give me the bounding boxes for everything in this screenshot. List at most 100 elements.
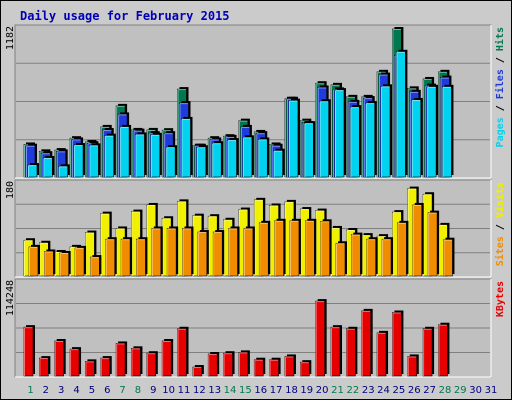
hits-legend-label: Hits: [494, 27, 506, 51]
pages-bar: [303, 122, 314, 178]
day-label: 26: [408, 385, 421, 396]
day-label: 10: [162, 385, 175, 396]
y-max-label: 114248: [5, 280, 16, 316]
sites-bar: [412, 204, 423, 277]
day-label: 12: [193, 385, 206, 396]
day-label: 7: [119, 385, 125, 396]
pages-bar: [242, 137, 253, 178]
kbytes-bar: [223, 352, 233, 377]
pages-bar: [442, 86, 452, 178]
sites-bar: [397, 222, 407, 277]
sites-bar: [443, 239, 453, 277]
legend-separator: /: [495, 218, 506, 236]
day-label: 14: [224, 385, 237, 396]
pages-bar: [319, 100, 329, 178]
y-max-label: 1182: [5, 26, 16, 50]
sites-bar: [304, 220, 315, 277]
pages-bar: [27, 164, 38, 178]
day-label: 23: [362, 385, 375, 396]
day-label: 1: [27, 385, 33, 396]
pages-bar: [227, 139, 237, 178]
kbytes-bar: [85, 361, 95, 377]
kbytes-bar: [392, 312, 402, 377]
pages-bar: [257, 139, 268, 178]
day-label: 28: [439, 385, 452, 396]
kbytes-bar: [330, 326, 341, 377]
sites-bar: [381, 238, 392, 277]
legend-separator: /: [495, 51, 506, 69]
sites-bar: [90, 256, 100, 277]
day-label: 17: [270, 385, 283, 396]
chart-title: Daily usage for February 2015: [20, 9, 230, 23]
day-label: 4: [73, 385, 79, 396]
day-label: 15: [239, 385, 252, 396]
sites-bar: [427, 212, 438, 277]
day-label: 8: [135, 385, 141, 396]
kbytes-bar: [39, 357, 49, 377]
pages-bar: [165, 146, 176, 178]
day-label: 25: [393, 385, 406, 396]
day-label: 27: [423, 385, 436, 396]
sites-bar: [212, 231, 223, 277]
chart-panel-3: 114248 KBytes: [5, 278, 506, 378]
kbytes-bar: [23, 326, 34, 377]
pages-bar: [181, 118, 191, 178]
kbytes-legend-label: KBytes: [495, 281, 506, 317]
sites-bar: [74, 247, 85, 277]
series-label: Sites / Visits: [494, 182, 506, 266]
pages-legend-label: Pages: [495, 117, 506, 147]
day-label: 31: [485, 385, 498, 396]
kbytes-bar: [376, 332, 387, 377]
sites-bar: [335, 242, 346, 277]
day-label: 29: [454, 385, 467, 396]
pages-bar: [43, 157, 53, 178]
kbytes-bar: [407, 356, 418, 377]
sites-legend-label: Sites: [494, 236, 506, 266]
kbytes-bar: [100, 357, 111, 377]
visits-legend-label: Visits: [494, 182, 506, 218]
chart-panel-1: 1182 Pages / Files / Hits: [5, 24, 506, 179]
sites-bar: [182, 228, 192, 277]
pages-bar: [196, 146, 207, 178]
chart-panel-2: 180 Sites / Visits: [5, 179, 506, 278]
pages-bar: [211, 142, 222, 178]
sites-bar: [105, 238, 116, 277]
kbytes-bar: [207, 353, 218, 377]
pages-bar: [58, 166, 69, 178]
sites-bar: [320, 221, 330, 277]
kbytes-bar: [192, 366, 203, 377]
day-label: 5: [89, 385, 95, 396]
pages-bar: [150, 134, 161, 178]
pages-bar: [135, 134, 145, 178]
pages-bar: [380, 86, 391, 178]
pages-bar: [273, 150, 283, 178]
sites-bar: [28, 246, 39, 277]
y-max-label: 180: [5, 181, 16, 199]
pages-bar: [350, 106, 360, 178]
kbytes-bar: [299, 361, 310, 377]
day-label: 16: [254, 385, 267, 396]
day-label: 2: [43, 385, 49, 396]
day-label: 24: [377, 385, 390, 396]
kbytes-bar: [253, 359, 264, 377]
pages-bar: [396, 51, 406, 178]
kbytes-bar: [54, 340, 65, 377]
pages-bar: [411, 99, 422, 178]
kbytes-bar: [346, 328, 356, 377]
day-label: 6: [104, 385, 110, 396]
pages-bar: [119, 126, 130, 178]
sites-bar: [289, 220, 300, 277]
kbytes-bar: [177, 328, 187, 377]
sites-bar: [366, 238, 377, 277]
sites-bar: [120, 238, 131, 277]
kbytes-bar: [146, 352, 157, 377]
pages-bar: [426, 86, 437, 178]
kbytes-bar: [115, 343, 126, 377]
kbytes-bar: [161, 340, 172, 377]
sites-bar: [151, 228, 162, 277]
day-label: 13: [208, 385, 221, 396]
pages-bar: [334, 89, 345, 178]
files-legend-label: Files: [494, 69, 506, 99]
day-label: 11: [178, 385, 191, 396]
